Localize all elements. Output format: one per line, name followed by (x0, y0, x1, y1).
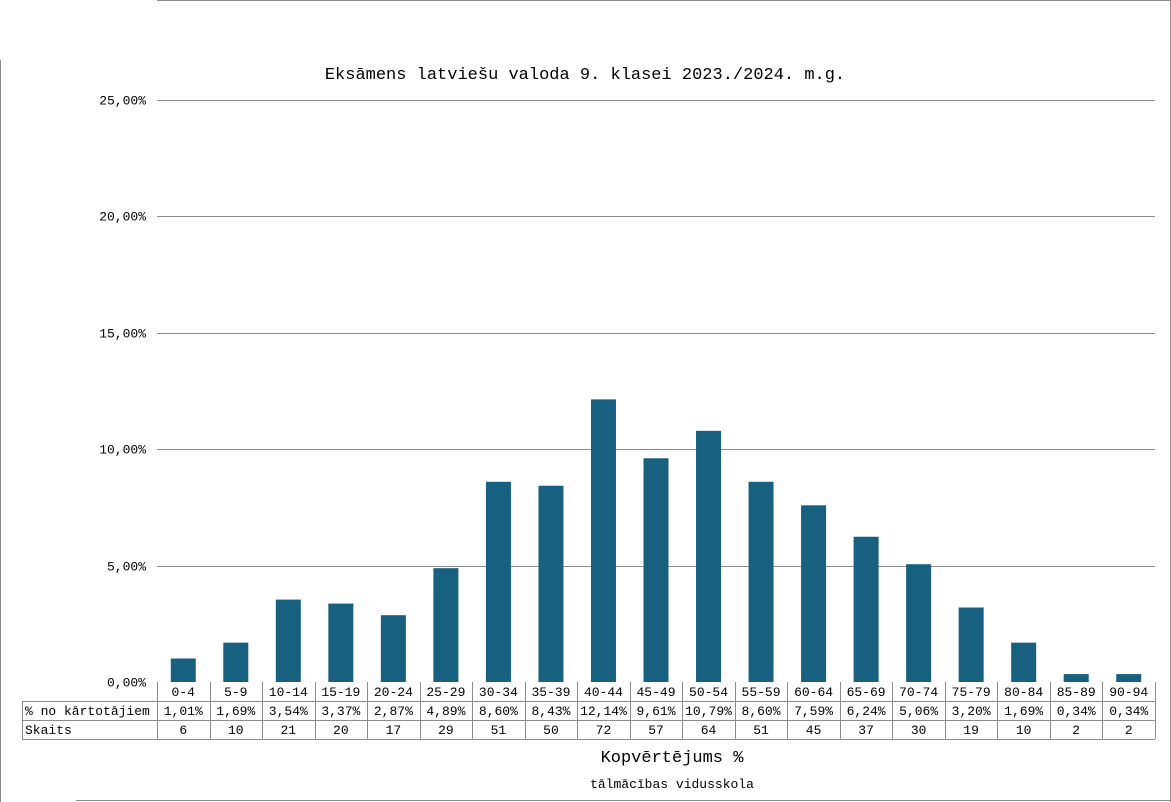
y-tick-label: 0,00% (107, 676, 146, 691)
bar-40-44 (590, 399, 616, 682)
bar-55-59 (748, 481, 774, 682)
chart-title: Eksāmens latviešu valoda 9. klasei 2023.… (325, 66, 845, 85)
x-tick-label: 35-39 (531, 685, 570, 700)
y-tick-label: 10,00% (99, 443, 146, 458)
x-tick-label: 55-59 (742, 685, 781, 700)
bar-80-84 (1011, 642, 1037, 682)
table-cell: 0,34% (1109, 704, 1148, 719)
table-cell: 10,79% (685, 704, 732, 719)
table-cell: 17 (386, 723, 402, 738)
bar-85-89 (1063, 674, 1089, 682)
x-tick-label: 0-4 (172, 685, 196, 700)
chart-subtitle: tālmācības vidusskola (590, 777, 754, 792)
bar-25-29 (433, 568, 459, 682)
table-cell: 6 (179, 723, 187, 738)
x-tick-label: 65-69 (847, 685, 886, 700)
bar-75-79 (958, 607, 984, 682)
bar-0-4 (170, 658, 196, 682)
bar-5-9 (223, 642, 249, 682)
x-tick-label: 85-89 (1057, 685, 1096, 700)
table-cell: 10 (228, 723, 244, 738)
table-cell: 64 (701, 723, 717, 738)
table-cell: 8,60% (479, 704, 518, 719)
bar-35-39 (538, 485, 564, 682)
x-tick-label: 15-19 (321, 685, 360, 700)
x-tick-label: 60-64 (794, 685, 833, 700)
table-cell: 6,24% (847, 704, 886, 719)
table-cell: 1,01% (164, 704, 203, 719)
table-cell: 12,14% (580, 704, 627, 719)
table-cell: 2,87% (374, 704, 413, 719)
table-cell: 1,69% (216, 704, 255, 719)
table-cell: 0,34% (1057, 704, 1096, 719)
y-tick-label: 20,00% (99, 210, 146, 225)
table-row-label: Skaits (25, 723, 72, 738)
x-tick-label: 40-44 (584, 685, 623, 700)
table-cell: 30 (911, 723, 927, 738)
data-table: 0-4 5-9 10-14 15-19 20-24 25-29 30-34 35-39 40-4… (22, 682, 1156, 740)
table-cell: 5,06% (899, 704, 938, 719)
table-cell: 2 (1125, 723, 1133, 738)
table-cell: 4,89% (426, 704, 465, 719)
bar-10-14 (275, 599, 301, 682)
bar-65-69 (853, 536, 879, 682)
table-cell: 37 (858, 723, 874, 738)
x-tick-label: 10-14 (269, 685, 308, 700)
table-cell: 19 (963, 723, 979, 738)
y-tick-label: 25,00% (99, 94, 146, 109)
x-tick-label: 5-9 (224, 685, 247, 700)
table-cell: 21 (281, 723, 297, 738)
bar-20-24 (380, 615, 406, 682)
table-cell: 1,69% (1004, 704, 1043, 719)
table-cell: 51 (491, 723, 507, 738)
table-cell: 50 (543, 723, 559, 738)
x-tick-label: 30-34 (479, 685, 518, 700)
y-tick-label: 5,00% (107, 560, 146, 575)
table-cell: 57 (648, 723, 664, 738)
bar-70-74 (906, 564, 932, 682)
table-cell: 8,43% (531, 704, 570, 719)
table-cell: 20 (333, 723, 349, 738)
y-tick-label: 15,00% (99, 327, 146, 342)
x-axis-label: Kopvērtējums % (601, 749, 745, 768)
table-cell: 45 (806, 723, 822, 738)
table-cell: 10 (1016, 723, 1032, 738)
table-cell: 3,37% (321, 704, 360, 719)
bar-45-49 (643, 458, 669, 682)
table-cell: 8,60% (742, 704, 781, 719)
x-tick-label: 25-29 (426, 685, 465, 700)
x-tick-label: 50-54 (689, 685, 728, 700)
x-tick-label: 20-24 (374, 685, 413, 700)
table-row-label: % no kārtotājiem (25, 704, 150, 719)
table-cell: 7,59% (794, 704, 833, 719)
table-cell: 9,61% (636, 704, 675, 719)
table-cell: 72 (596, 723, 612, 738)
y-axis-ticks: 0,00% 5,00% 10,00% 15,00% 20,00% 25,00% (99, 94, 146, 691)
x-tick-label: 90-94 (1109, 685, 1148, 700)
x-tick-label: 70-74 (899, 685, 938, 700)
bar-90-94 (1116, 674, 1142, 682)
bar-60-64 (801, 505, 827, 682)
bar-50-54 (696, 430, 722, 682)
table-cell: 2 (1072, 723, 1080, 738)
x-tick-label: 80-84 (1004, 685, 1043, 700)
x-tick-label: 45-49 (636, 685, 675, 700)
table-cell: 3,20% (952, 704, 991, 719)
table-cell: 3,54% (269, 704, 308, 719)
bars (170, 399, 1142, 682)
x-tick-label: 75-79 (952, 685, 991, 700)
bar-30-34 (485, 481, 511, 682)
table-cell: 29 (438, 723, 454, 738)
table-cell: 51 (753, 723, 769, 738)
bar-15-19 (328, 603, 354, 682)
